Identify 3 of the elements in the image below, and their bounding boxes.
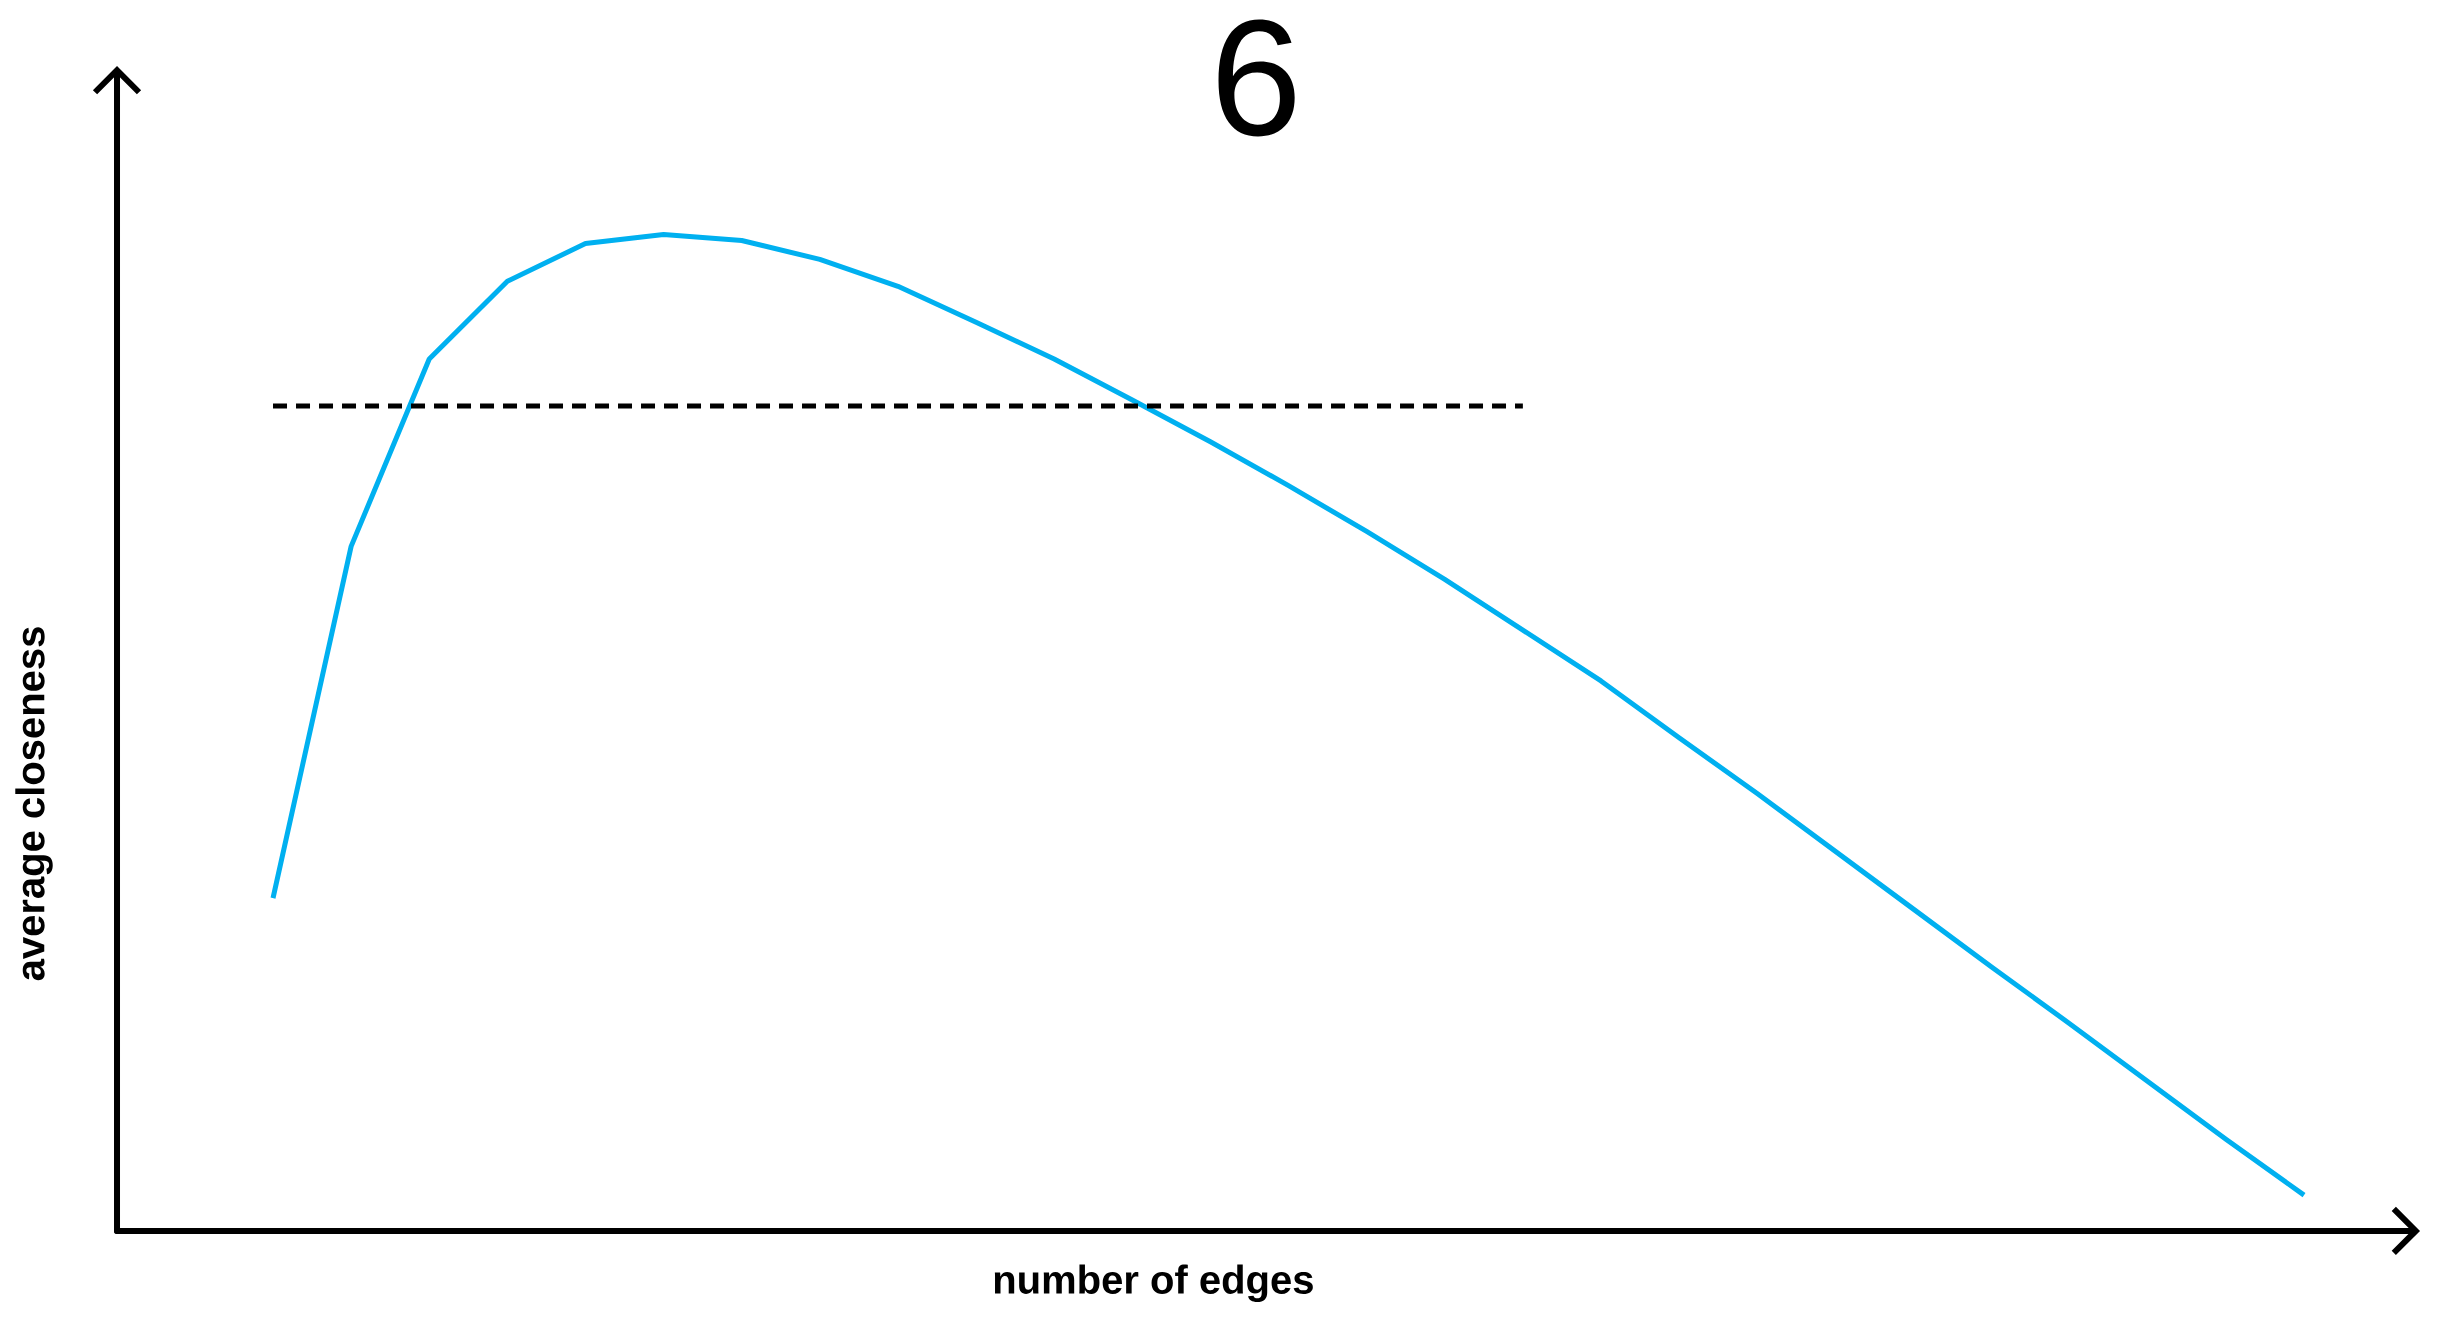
chart-title: 6 [1218, 19, 1295, 137]
y-axis-title: average closeness [15, 627, 53, 981]
x-axis-title: number of edges [994, 1264, 1313, 1302]
